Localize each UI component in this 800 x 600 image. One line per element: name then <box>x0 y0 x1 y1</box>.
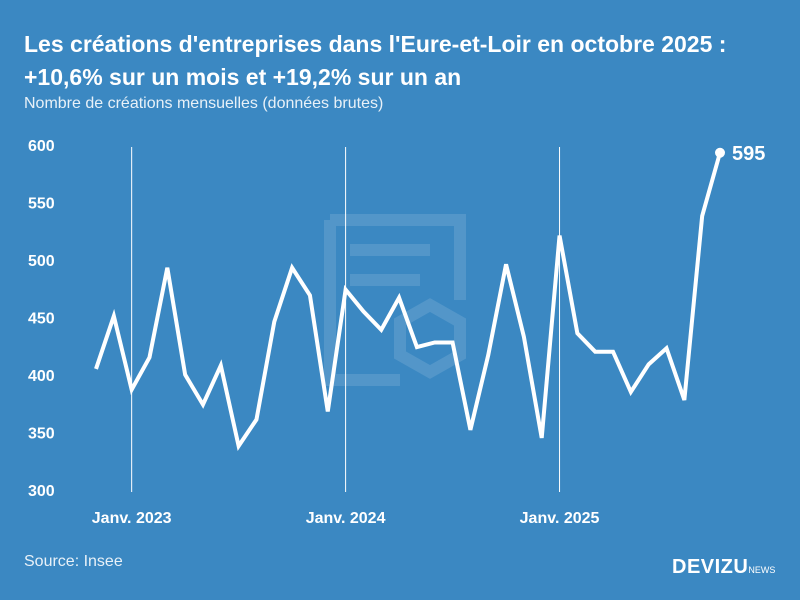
y-tick-label: 450 <box>28 311 55 328</box>
x-tick-label: Janv. 2025 <box>520 510 600 527</box>
y-tick-label: 400 <box>28 368 55 385</box>
end-point <box>715 147 725 158</box>
y-tick-label: 500 <box>28 253 55 270</box>
logo-brand: DEVIZU <box>672 556 749 578</box>
y-tick-label: 300 <box>28 483 55 500</box>
source: Source: Insee <box>24 553 123 570</box>
x-tick-label: Janv. 2023 <box>92 510 172 527</box>
logo: DEVIZUNEWS <box>672 556 775 579</box>
y-tick-label: 550 <box>28 196 55 213</box>
y-tick-label: 600 <box>28 138 55 155</box>
line <box>94 152 722 451</box>
chart-title: Les créations d'entreprises dans l'Eure-… <box>24 31 727 90</box>
watermark <box>324 214 466 386</box>
y-tick-label: 350 <box>28 426 55 443</box>
chart-subtitle: Nombre de créations mensuelles (données … <box>24 95 384 112</box>
x-tick-label: Janv. 2024 <box>306 510 386 527</box>
logo-suffix: NEWS <box>748 565 776 575</box>
end-label: 595 <box>732 143 765 165</box>
